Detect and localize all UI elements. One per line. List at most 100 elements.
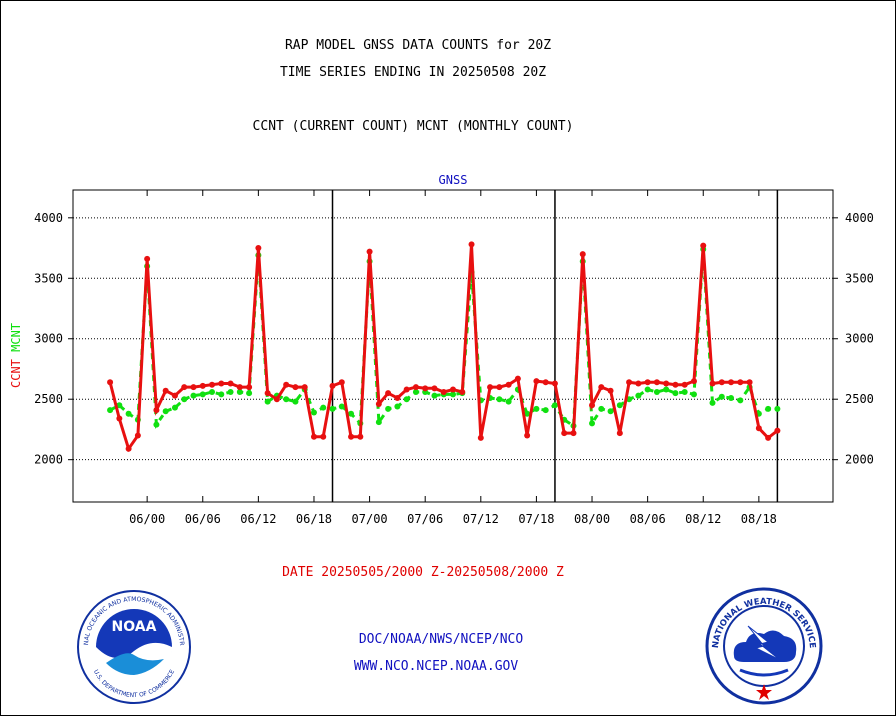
point-mcnt xyxy=(292,398,299,405)
point-ccnt xyxy=(153,407,160,414)
point-ccnt xyxy=(644,379,651,386)
point-ccnt xyxy=(403,386,410,393)
gnss-chart: 2000 2000 2500 2500 3000 3000 3500 3500 4000 4000… xyxy=(9,173,874,526)
point-ccnt xyxy=(459,388,466,395)
point-ccnt xyxy=(542,379,549,386)
chart-title-line1: RAP MODEL GNSS DATA COUNTS for 20Z xyxy=(284,38,552,53)
point-ccnt xyxy=(477,434,484,441)
point-ccnt xyxy=(765,434,772,441)
point-mcnt xyxy=(375,419,382,426)
point-mcnt xyxy=(162,408,169,415)
point-mcnt xyxy=(394,403,401,410)
point-ccnt xyxy=(440,388,447,395)
point-ccnt xyxy=(134,432,141,439)
credit-line-1: DOC/NOAA/NWS/NCEP/NCO xyxy=(358,632,524,647)
point-ccnt xyxy=(514,375,521,382)
x-tick-label: 08/06 xyxy=(630,512,666,526)
point-ccnt xyxy=(199,382,206,389)
point-ccnt xyxy=(209,381,216,388)
credit-line-2: WWW.NCO.NCEP.NOAA.GOV xyxy=(353,659,519,674)
point-ccnt xyxy=(264,390,271,397)
point-mcnt xyxy=(153,421,160,428)
point-mcnt xyxy=(709,399,716,406)
y-axis-label: CCNT MCNT xyxy=(9,323,23,388)
y-tick-label-right: 3000 xyxy=(845,332,874,346)
y-tick-label-right: 2500 xyxy=(845,392,874,406)
point-ccnt xyxy=(774,427,781,434)
point-ccnt xyxy=(283,381,290,388)
point-ccnt xyxy=(598,384,605,391)
point-mcnt xyxy=(598,405,605,412)
point-ccnt xyxy=(255,245,262,252)
point-ccnt xyxy=(125,445,132,452)
point-ccnt xyxy=(551,380,558,387)
y-tick-label-right: 4000 xyxy=(845,211,874,225)
point-mcnt xyxy=(551,402,558,409)
point-ccnt xyxy=(385,390,392,397)
point-ccnt xyxy=(292,384,299,391)
point-ccnt xyxy=(375,401,382,408)
point-ccnt xyxy=(431,385,438,392)
point-ccnt xyxy=(348,433,355,440)
y-tick-label-right: 2000 xyxy=(845,453,874,467)
x-tick-label: 06/18 xyxy=(296,512,332,526)
y-axis-label-mcnt: MCNT xyxy=(9,323,23,359)
point-ccnt xyxy=(329,382,336,389)
point-ccnt xyxy=(709,380,716,387)
point-ccnt xyxy=(690,378,697,385)
point-ccnt xyxy=(162,387,169,394)
point-mcnt xyxy=(181,396,188,403)
point-ccnt xyxy=(273,396,280,403)
point-ccnt xyxy=(533,378,540,385)
point-mcnt xyxy=(264,398,271,405)
y-tick-label-left: 3000 xyxy=(34,332,63,346)
point-mcnt xyxy=(505,398,512,405)
chart-title-line2: TIME SERIES ENDING IN 20250508 20Z xyxy=(279,65,547,80)
point-ccnt xyxy=(737,379,744,386)
point-mcnt xyxy=(653,388,660,395)
point-mcnt xyxy=(107,407,114,414)
point-mcnt xyxy=(227,388,234,395)
point-ccnt xyxy=(755,425,762,432)
point-mcnt xyxy=(774,405,781,412)
point-ccnt xyxy=(653,379,660,386)
point-ccnt xyxy=(310,433,317,440)
point-ccnt xyxy=(579,251,586,258)
x-tick-label: 07/00 xyxy=(352,512,388,526)
point-mcnt xyxy=(190,392,197,399)
y-tick-label-left: 4000 xyxy=(34,211,63,225)
x-tick-label: 07/06 xyxy=(407,512,443,526)
point-mcnt xyxy=(246,390,253,397)
x-tick-label: 08/18 xyxy=(741,512,777,526)
point-mcnt xyxy=(681,388,688,395)
point-mcnt xyxy=(542,407,549,414)
panel-title: GNSS xyxy=(439,173,468,187)
point-mcnt xyxy=(310,409,317,416)
point-ccnt xyxy=(246,384,253,391)
x-tick-label: 06/06 xyxy=(185,512,221,526)
series-line-ccnt xyxy=(108,244,779,453)
point-mcnt xyxy=(589,420,596,427)
point-ccnt xyxy=(728,379,735,386)
x-tick-label: 06/00 xyxy=(129,512,165,526)
point-ccnt xyxy=(190,384,197,391)
point-mcnt xyxy=(607,408,614,415)
point-mcnt xyxy=(450,391,456,398)
point-ccnt xyxy=(626,379,633,386)
point-ccnt xyxy=(107,379,114,386)
point-ccnt xyxy=(672,381,679,388)
point-mcnt xyxy=(496,396,503,403)
point-mcnt xyxy=(765,405,772,412)
point-mcnt xyxy=(737,397,744,404)
point-mcnt xyxy=(209,388,216,395)
y-axis-label-ccnt: CCNT xyxy=(9,359,23,388)
x-tick-label: 08/12 xyxy=(685,512,721,526)
point-mcnt xyxy=(329,405,336,412)
point-ccnt xyxy=(524,432,531,439)
point-mcnt xyxy=(199,391,206,398)
series-line-mcnt xyxy=(109,249,778,429)
x-tick-label: 06/12 xyxy=(240,512,276,526)
point-ccnt xyxy=(181,384,188,391)
point-ccnt xyxy=(681,381,688,388)
y-tick-label-left: 2500 xyxy=(34,392,63,406)
